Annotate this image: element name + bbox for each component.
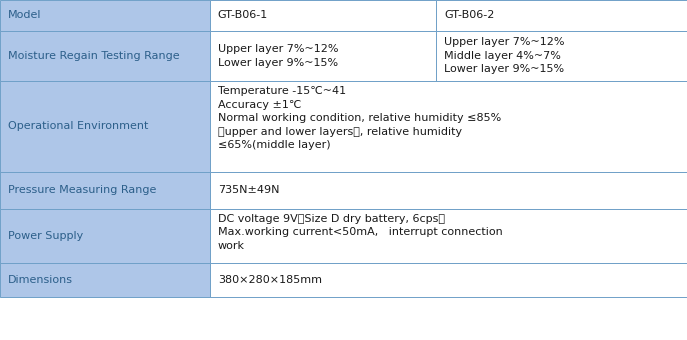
Bar: [0, 263, 210, 297]
Bar: [210, 263, 687, 297]
Bar: [436, 0, 687, 31]
Bar: [0, 31, 210, 81]
Bar: [210, 81, 687, 172]
Text: Dimensions: Dimensions: [8, 275, 74, 285]
Bar: [0, 0, 210, 31]
Text: 380×280×185mm: 380×280×185mm: [218, 275, 322, 285]
Bar: [210, 209, 687, 263]
Bar: [210, 0, 436, 31]
Text: GT-B06-1: GT-B06-1: [218, 10, 268, 20]
Text: Upper layer 7%~12%
Lower layer 9%~15%: Upper layer 7%~12% Lower layer 9%~15%: [218, 44, 338, 68]
Bar: [210, 172, 687, 209]
Text: GT-B06-2: GT-B06-2: [444, 10, 495, 20]
Text: 735N±49N: 735N±49N: [218, 185, 280, 195]
Text: Moisture Regain Testing Range: Moisture Regain Testing Range: [8, 51, 180, 61]
Text: Power Supply: Power Supply: [8, 231, 84, 241]
Bar: [0, 81, 210, 172]
Text: DC voltage 9V（Size D dry battery, 6cps）
Max.working current<50mA,   interrupt co: DC voltage 9V（Size D dry battery, 6cps） …: [218, 214, 502, 251]
Bar: [0, 172, 210, 209]
Text: Model: Model: [8, 10, 42, 20]
Text: Temperature -15℃~41
Accuracy ±1℃
Normal working condition, relative humidity ≤85: Temperature -15℃~41 Accuracy ±1℃ Normal …: [218, 86, 501, 150]
Text: Pressure Measuring Range: Pressure Measuring Range: [8, 185, 157, 195]
Bar: [210, 31, 436, 81]
Text: Upper layer 7%~12%
Middle layer 4%~7%
Lower layer 9%~15%: Upper layer 7%~12% Middle layer 4%~7% Lo…: [444, 37, 565, 74]
Bar: [436, 31, 687, 81]
Bar: [0, 209, 210, 263]
Text: Operational Environment: Operational Environment: [8, 121, 148, 132]
